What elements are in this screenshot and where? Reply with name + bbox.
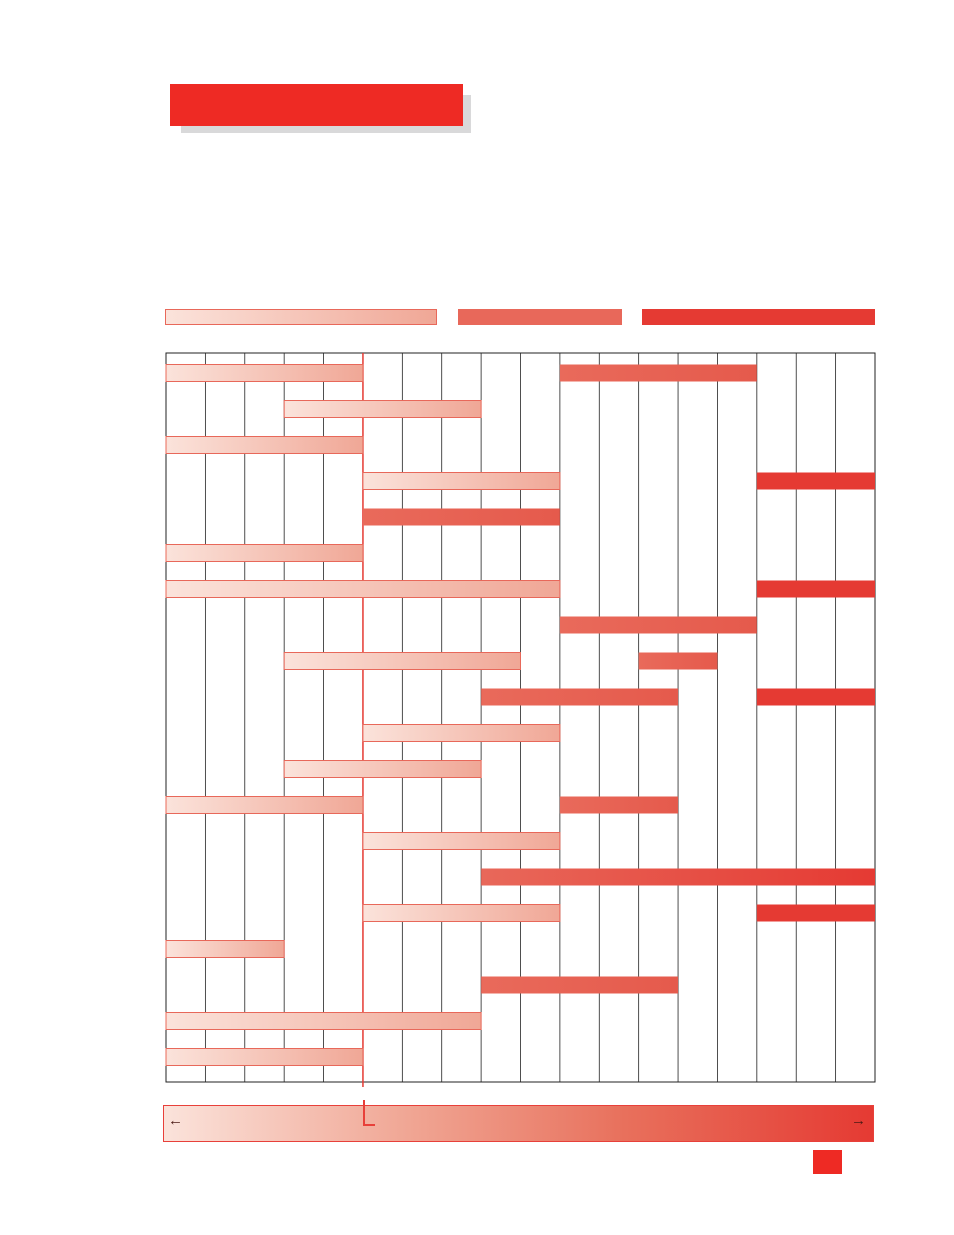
- current-position-marker: [363, 1100, 375, 1126]
- range-bar: [481, 976, 679, 994]
- range-bar: [165, 580, 561, 598]
- range-bar: [165, 796, 364, 814]
- range-bar: [165, 1048, 364, 1066]
- range-bar: [756, 904, 875, 922]
- range-bar: [362, 508, 560, 526]
- range-bar: [481, 688, 679, 706]
- range-bar: [756, 688, 875, 706]
- legend-swatch-dark: [642, 309, 875, 325]
- range-bar: [165, 436, 364, 454]
- range-bar: [165, 544, 364, 562]
- page-number-badge: [813, 1150, 842, 1174]
- range-bar: [559, 364, 757, 382]
- range-bar: [362, 472, 561, 490]
- range-bar: [283, 400, 482, 418]
- range-bar: [756, 472, 875, 490]
- range-bar: [481, 868, 875, 886]
- left-arrow-icon: ←: [168, 1112, 183, 1129]
- range-bar: [638, 652, 718, 670]
- chart-bars: [165, 364, 875, 1066]
- range-bar: [559, 616, 757, 634]
- range-bar: [362, 724, 561, 742]
- range-bar: [362, 832, 561, 850]
- range-bar: [559, 796, 679, 814]
- timeline-axis-bar: [163, 1105, 874, 1142]
- right-arrow-icon: →: [851, 1112, 866, 1129]
- range-bar: [165, 940, 285, 958]
- range-bar: [283, 760, 482, 778]
- range-bar: [165, 1012, 482, 1030]
- range-bar: [283, 652, 521, 670]
- range-bar: [165, 364, 364, 382]
- range-bar: [362, 904, 561, 922]
- legend-swatch-medium: [458, 309, 622, 325]
- range-bar: [756, 580, 875, 598]
- title-banner: [170, 84, 463, 126]
- legend-swatch-light: [165, 309, 437, 325]
